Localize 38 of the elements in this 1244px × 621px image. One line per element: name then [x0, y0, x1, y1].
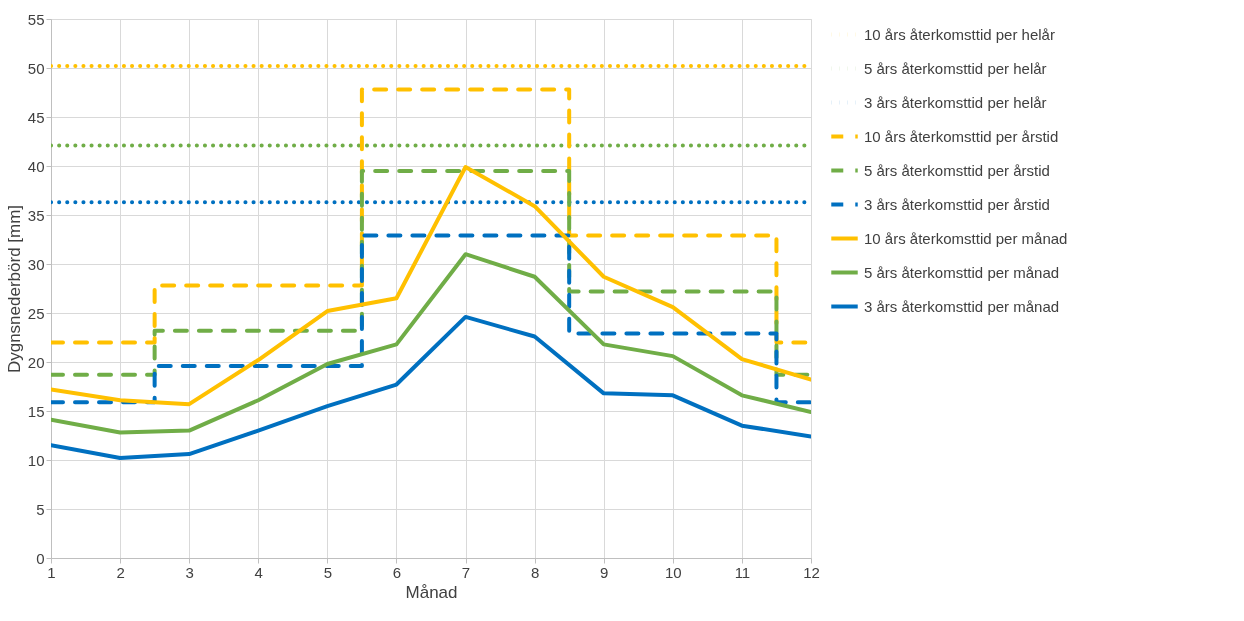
legend-label: 10 års återkomsttid per årstid: [864, 127, 1059, 145]
x-axis-title: Månad: [405, 582, 458, 602]
y-tick-label: 55: [27, 10, 45, 28]
line-series: [51, 314, 811, 461]
y-tick-label: 0: [36, 549, 45, 567]
legend-label: 5 års återkomsttid per helår: [864, 59, 1047, 77]
y-tick-label: 40: [27, 157, 45, 175]
line-series: [51, 233, 811, 405]
x-tick-label: 8: [530, 563, 540, 581]
x-tick-label: 7: [461, 563, 471, 581]
x-tick-label: 12: [803, 563, 820, 581]
y-tick-label: 25: [27, 304, 45, 322]
x-tick-label: 6: [392, 563, 402, 581]
legend-label: 5 års återkomsttid per årstid: [864, 161, 1050, 179]
legend-label: 5 års återkomsttid per månad: [864, 263, 1060, 281]
y-axis-title: Dygnsnederbörd [mm]: [4, 204, 24, 374]
legend-label: 3 års återkomsttid per helår: [864, 93, 1047, 111]
y-tick-label: 10: [27, 451, 45, 469]
y-tick-label: 45: [27, 108, 45, 126]
legend-label: 10 års återkomsttid per helår: [864, 25, 1055, 43]
x-tick-label: 5: [323, 563, 333, 581]
y-tick-label: 35: [27, 206, 45, 224]
y-tick-label: 20: [27, 353, 45, 371]
x-tick-label: 11: [734, 563, 751, 581]
legend-label: 10 års återkomsttid per månad: [864, 229, 1068, 247]
x-tick-label: 9: [600, 563, 609, 581]
x-tick-label: 10: [664, 563, 682, 581]
x-tick-label: 1: [47, 563, 56, 581]
line-series: [51, 252, 811, 435]
y-tick-label: 30: [27, 255, 45, 273]
legend-label: 3 års återkomsttid per månad: [864, 297, 1060, 315]
x-tick-label: 2: [116, 563, 125, 581]
y-tick-label: 5: [36, 500, 45, 518]
legend-label: 3 års återkomsttid per årstid: [864, 195, 1050, 213]
y-tick-label: 50: [27, 59, 45, 77]
x-tick-label: 3: [185, 563, 194, 581]
y-tick-label: 15: [27, 402, 45, 420]
x-tick-label: 4: [254, 563, 263, 581]
